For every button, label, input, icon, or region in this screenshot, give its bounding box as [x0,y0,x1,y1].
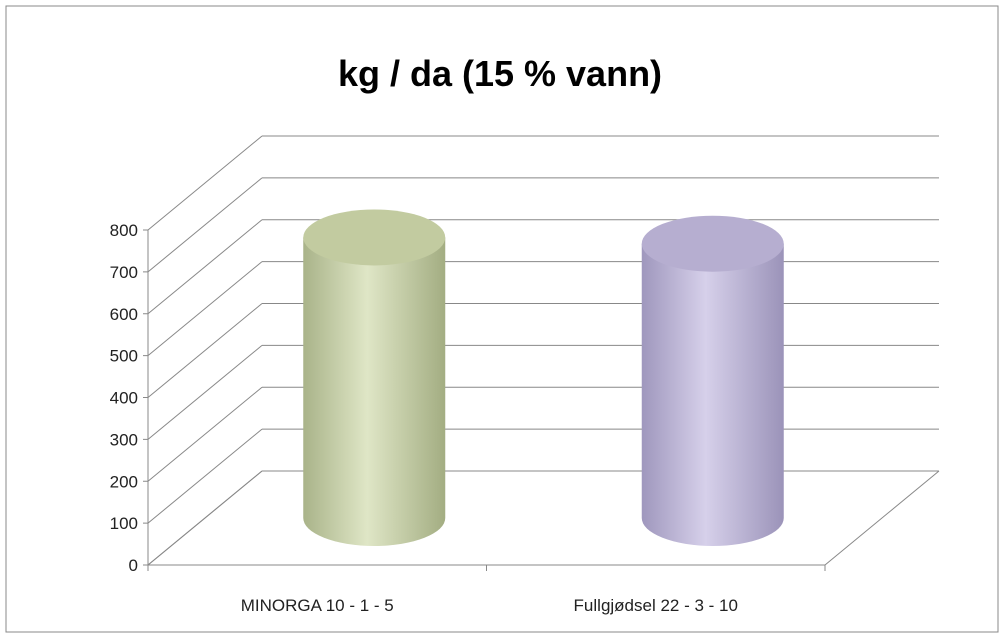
y-tick-label: 100 [110,514,138,533]
cylinder-top [641,215,784,272]
grid-line [147,261,263,357]
y-tick-label: 800 [110,221,138,240]
grid-line [147,344,263,440]
y-tick-label: 0 [129,556,138,575]
y-tick-label: 700 [110,263,138,282]
chart-title: kg / da (15 % vann) [338,53,662,94]
grid-line [147,386,263,482]
grid-line [147,219,263,315]
y-tick-label: 200 [110,472,138,491]
y-tick-label: 400 [110,389,138,408]
grid-line [147,177,263,273]
y-tick-label: 500 [110,347,138,366]
chart-border [5,5,999,633]
grid-line [147,470,263,566]
grid-line [147,428,263,524]
cylinder-body [641,243,784,546]
cylinder [303,209,446,546]
floor-edge [824,470,940,566]
grid-line [147,135,263,231]
cylinder-body [303,237,446,546]
y-tick-label: 600 [110,305,138,324]
x-tick-label: Fullgjødsel 22 - 3 - 10 [574,596,738,615]
cylinder-top [303,209,446,266]
grid-line [147,303,263,398]
cylinder [641,215,784,546]
y-tick-label: 300 [110,430,138,449]
x-tick-label: MINORGA 10 - 1 - 5 [241,596,394,615]
